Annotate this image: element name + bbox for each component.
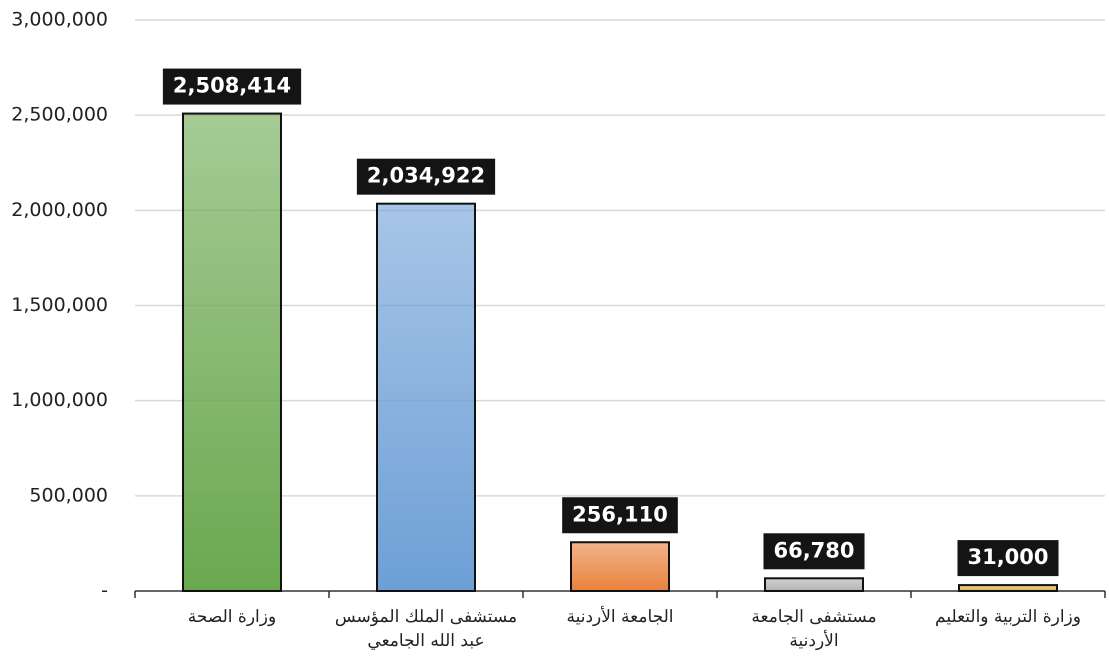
value-label: 2,508,414 <box>173 74 291 98</box>
x-tick-label: الجامعة الأردنية <box>566 606 673 627</box>
x-tick-label: وزارة التربية والتعليم <box>935 607 1081 627</box>
y-tick-label: 500,000 <box>29 484 108 506</box>
y-tick-label: 1,000,000 <box>11 389 108 411</box>
y-tick-label: 2,500,000 <box>11 104 108 126</box>
value-label: 66,780 <box>773 538 854 562</box>
x-tick-label: مستشفى الجامعة الأردنية <box>751 607 876 651</box>
bar <box>570 541 670 592</box>
value-label: 256,110 <box>572 502 668 526</box>
x-tick-label: وزارة الصحة <box>188 607 276 627</box>
value-label-box <box>957 540 1059 577</box>
value-label-box <box>162 68 302 105</box>
value-label-box <box>763 533 865 570</box>
bar <box>764 577 864 593</box>
value-label-box <box>356 158 496 195</box>
y-tick-label: 2,000,000 <box>11 199 108 221</box>
bar <box>958 584 1058 593</box>
bar <box>376 202 476 592</box>
value-label: 2,034,922 <box>367 164 485 188</box>
y-tick-label: 3,000,000 <box>11 9 108 31</box>
value-label: 31,000 <box>967 545 1048 569</box>
y-tick-label: - <box>101 580 108 602</box>
x-tick-label: مستشفى الملك المؤسس عبد الله الجامعي <box>335 607 517 651</box>
value-label-box <box>562 497 678 534</box>
y-tick-label: 1,500,000 <box>11 294 108 316</box>
bar <box>182 112 282 592</box>
